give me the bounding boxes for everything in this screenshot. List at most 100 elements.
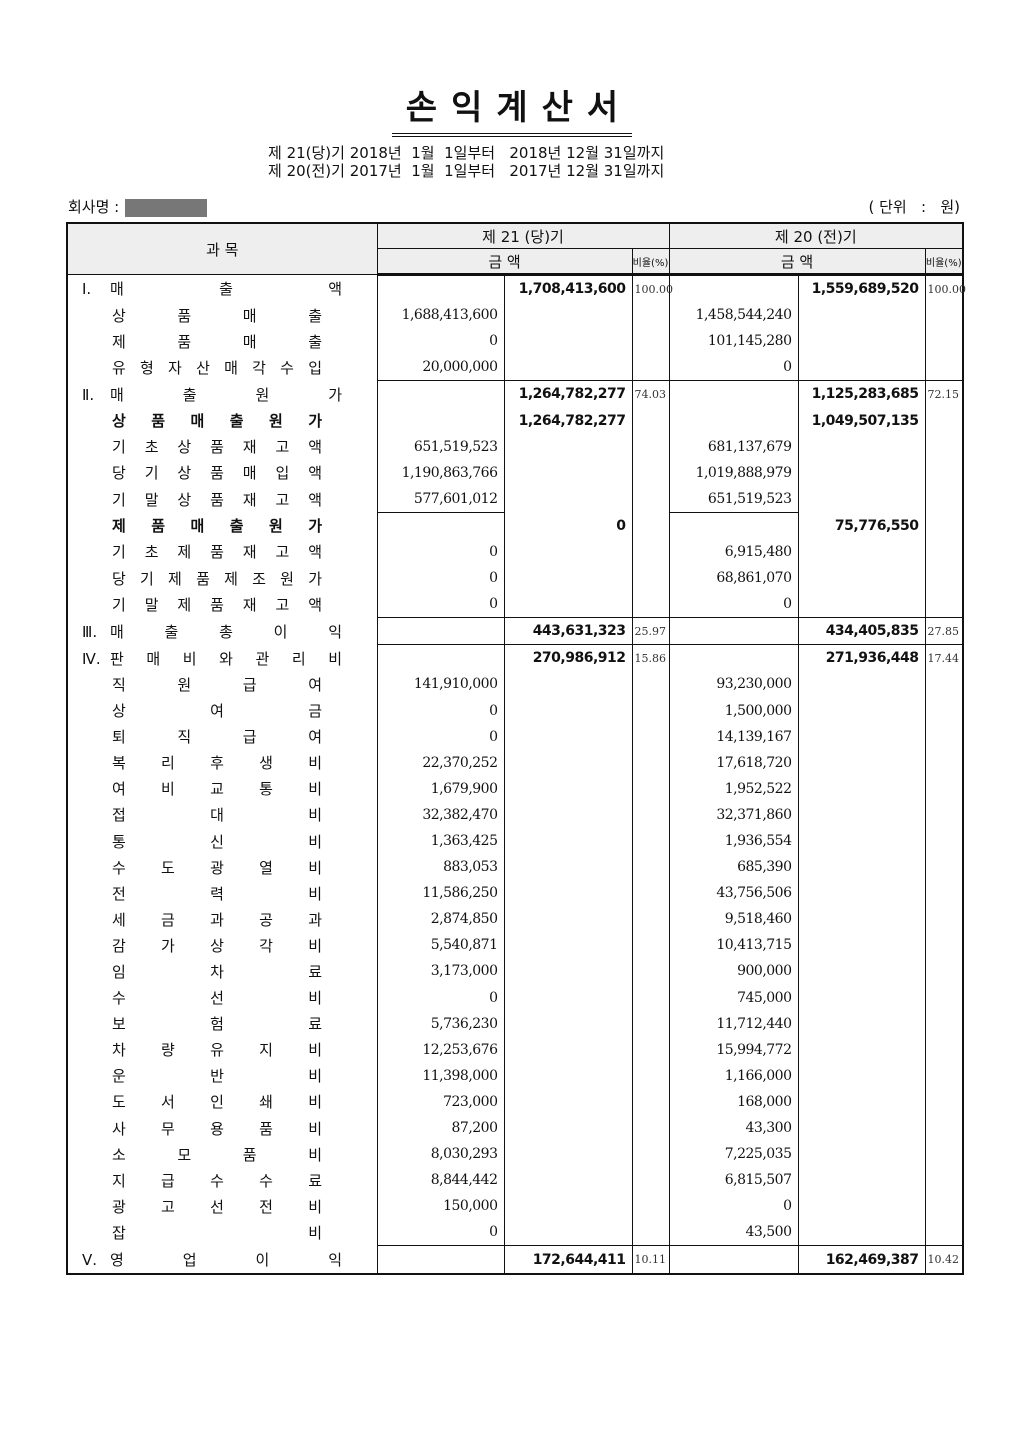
current-ratio (631, 1036, 669, 1063)
account-name: 차 량 유 지 비 (112, 1041, 322, 1060)
section-number: Ⅴ. (82, 1250, 98, 1269)
prior-detail-amount: 1,952,522 (668, 775, 798, 802)
prior-ratio (924, 407, 964, 434)
current-total-amount (503, 958, 632, 985)
section-number: Ⅰ. (82, 280, 92, 299)
account-cell: 여 비 교 통 비 (66, 775, 377, 802)
account-cell: 제 품 매 출 (66, 328, 377, 355)
prior-total-amount (797, 354, 925, 381)
prior-detail-amount: 1,936,554 (668, 827, 798, 855)
current-total-amount: 172,644,411 (503, 1245, 632, 1274)
current-detail-amount: 723,000 (376, 1088, 504, 1115)
current-total-amount: 443,631,323 (503, 617, 632, 645)
current-ratio: 10.11 (631, 1245, 669, 1274)
current-total-amount (503, 906, 632, 933)
prior-ratio: 10.42 (924, 1245, 964, 1274)
current-total-amount (503, 485, 632, 513)
prior-total-amount (797, 565, 925, 592)
account-cell: 운 반 비 (66, 1062, 377, 1089)
account-name: 영 업 이 익 (110, 1250, 342, 1269)
table-row: 세 금 과 공 과 2,874,850 9,518,460 (66, 906, 964, 933)
current-total-amount (503, 932, 632, 959)
current-total-amount: 270,986,912 (503, 644, 632, 672)
prior-detail-amount: 681,137,679 (668, 433, 798, 460)
current-detail-amount: 87,200 (376, 1115, 504, 1142)
table-row: 전 력 비 11,586,250 43,756,506 (66, 880, 964, 907)
table-row: 당 기 제 품 제 조 원 가 0 68,861,070 (66, 565, 964, 592)
account-name: 소 모 품 비 (112, 1145, 322, 1164)
table-row: 감 가 상 각 비 5,540,871 10,413,715 (66, 932, 964, 959)
table-row: 기 초 제 품 재 고 액 0 6,915,480 (66, 538, 964, 566)
company-name: 회사명 : (68, 196, 208, 217)
account-cell: Ⅴ. 영 업 이 익 (66, 1245, 377, 1274)
prior-detail-amount: 9,518,460 (668, 906, 798, 933)
current-ratio (631, 1141, 669, 1168)
header-prior-ratio: 비율(%) (924, 248, 964, 276)
current-ratio (631, 512, 669, 539)
current-total-amount: 1,264,782,277 (503, 380, 632, 408)
table-row: 기 말 제 품 재 고 액 0 0 (66, 591, 964, 618)
account-name: 기 초 상 품 재 고 액 (112, 438, 322, 457)
current-detail-amount: 2,874,850 (376, 906, 504, 933)
table-row: Ⅰ. 매 출 액 1,708,413,600 100.00 1,559,689,5… (66, 274, 966, 303)
table-row: 상 품 매 출 원 가 1,264,782,277 1,049,507,135 (66, 407, 964, 434)
table-row: 접 대 비 32,382,470 32,371,860 (66, 801, 964, 828)
account-name: 접 대 비 (112, 806, 322, 825)
account-cell: 통 신 비 (66, 827, 377, 855)
prior-detail-amount: 745,000 (668, 984, 798, 1011)
current-ratio (631, 984, 669, 1011)
current-ratio (631, 827, 669, 855)
current-ratio (631, 880, 669, 907)
header-current-period: 제 21 (당)기 (376, 222, 670, 249)
prior-detail-amount: 10,413,715 (668, 932, 798, 959)
account-name: 세 금 과 공 과 (112, 910, 322, 929)
prior-ratio: 17.44 (924, 644, 964, 672)
current-total-amount: 1,708,413,600 (503, 274, 632, 303)
prior-total-amount (797, 984, 925, 1011)
prior-detail-amount: 43,500 (668, 1219, 798, 1246)
prior-ratio (924, 1193, 964, 1220)
current-ratio (631, 1010, 669, 1037)
table-row: 기 말 상 품 재 고 액 577,601,012 651,519,523 (66, 485, 964, 513)
table-row: 수 선 비 0 745,000 (66, 984, 964, 1011)
current-ratio: 15.86 (631, 644, 669, 672)
prior-total-amount (797, 880, 925, 907)
current-total-amount (503, 538, 632, 566)
account-name: 여 비 교 통 비 (112, 780, 322, 799)
prior-detail-amount: 43,300 (668, 1115, 798, 1142)
account-cell: 복 리 후 생 비 (66, 749, 377, 776)
table-row: 당 기 상 품 매 입 액 1,190,863,766 1,019,888,97… (66, 459, 964, 486)
table-row: Ⅴ. 영 업 이 익 172,644,411 10.11 162,469,387 … (66, 1245, 964, 1274)
prior-ratio (924, 880, 964, 907)
account-name: 상 품 매 출 원 가 (112, 412, 322, 431)
current-detail-amount: 3,173,000 (376, 958, 504, 985)
current-total-amount (503, 984, 632, 1011)
account-cell: 상 품 매 출 (66, 302, 377, 329)
table-row: 도 서 인 쇄 비 723,000 168,000 (66, 1088, 964, 1115)
prior-detail-amount: 0 (668, 1193, 798, 1220)
table-row: 복 리 후 생 비 22,370,252 17,618,720 (66, 749, 964, 776)
current-detail-amount (376, 1245, 504, 1274)
prior-total-amount (797, 749, 925, 776)
current-total-amount (503, 1088, 632, 1115)
current-total-amount (503, 459, 632, 486)
prior-ratio (924, 328, 964, 355)
prior-total-amount (797, 1167, 925, 1194)
current-total-amount (503, 697, 632, 724)
account-name: 기 말 상 품 재 고 액 (112, 490, 322, 509)
current-detail-amount: 0 (376, 565, 504, 592)
account-name: 직 원 급 여 (112, 675, 322, 694)
current-total-amount (503, 723, 632, 750)
account-name: 운 반 비 (112, 1067, 322, 1086)
prior-total-amount (797, 591, 925, 618)
prior-total-amount: 75,776,550 (797, 512, 925, 539)
header-current-ratio: 비율(%) (631, 248, 670, 276)
fiscal-periods: 제 21(당)기 2018년 1월 1일부터 2018년 12월 31일까지 제 … (268, 144, 664, 180)
header-subject: 과 목 (66, 222, 378, 275)
table-row: 차 량 유 지 비 12,253,676 15,994,772 (66, 1036, 964, 1063)
current-ratio (631, 1115, 669, 1142)
current-detail-amount: 883,053 (376, 854, 504, 881)
prior-total-amount: 1,559,689,520 (797, 274, 925, 303)
current-detail-amount: 577,601,012 (376, 485, 504, 513)
prior-detail-amount: 32,371,860 (668, 801, 798, 828)
